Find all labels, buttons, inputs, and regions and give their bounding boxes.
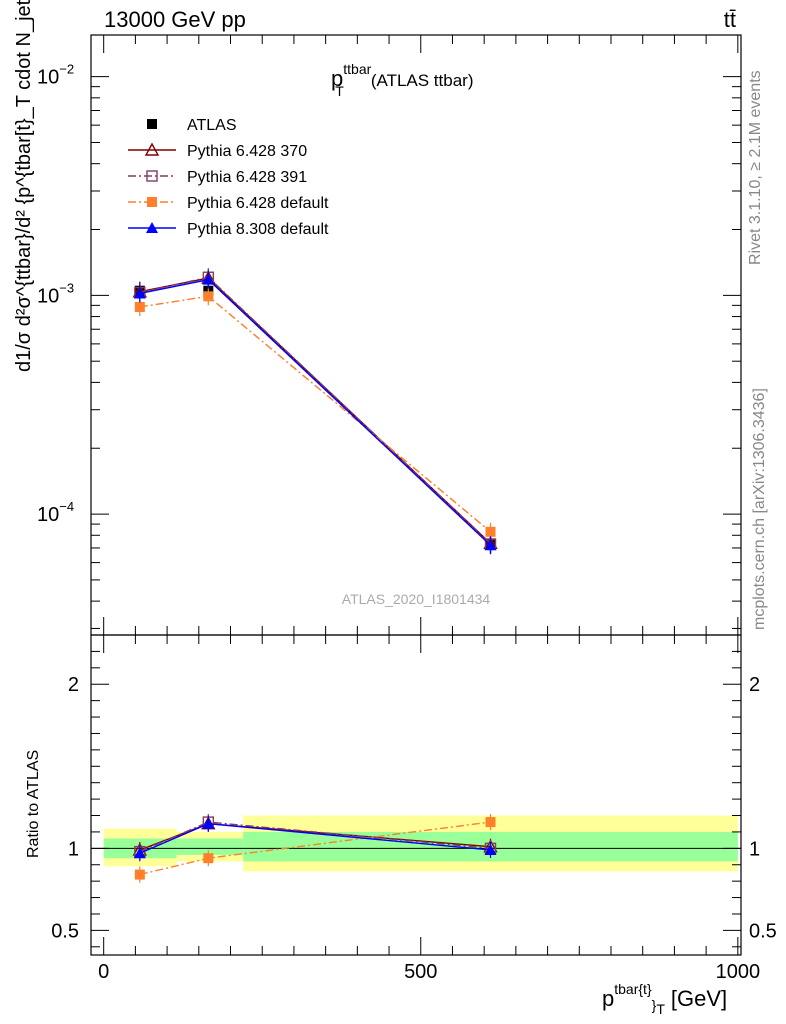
legend-label-p8: Pythia 8.308 default xyxy=(187,221,329,238)
ratio-series-layer xyxy=(132,814,498,883)
ratio-x-tick-label: 500 xyxy=(404,961,437,983)
series-line-p391 xyxy=(139,276,491,545)
ratio-y-tick-label-left: 2 xyxy=(68,674,79,696)
title-sup: ttbar xyxy=(343,61,371,77)
ratio-point-pdef xyxy=(485,817,496,828)
xlabel-p: p xyxy=(602,986,614,1011)
rivet-label: Rivet 3.1.10, ≥ 2.1M events xyxy=(747,70,764,265)
legend-marker-p8 xyxy=(146,222,158,233)
main-y-tick-labels: 10−410−310−2 xyxy=(37,62,74,526)
legend-label-p370: Pythia 6.428 370 xyxy=(187,143,307,160)
ratio-y-tick-labels: 0.5 0.5 1 1 2 2 xyxy=(51,674,777,942)
x-axis-label: ptbar{t}}T [GeV] xyxy=(602,981,727,1017)
legend-marker-atlas xyxy=(147,119,157,129)
ratio-x-tick-labels: 0 500 1000 xyxy=(98,961,760,983)
main-y-tick-exp: −2 xyxy=(59,62,74,77)
ratio-y-tick-label-right: 1 xyxy=(749,838,760,860)
main-y-axis-label: d1/σ d²σ^{ttbar}/d² {p^{tbar[t}_T cdot N… xyxy=(13,0,35,372)
main-y-tick-label: 10−3 xyxy=(37,280,74,307)
data-point-p8 xyxy=(133,287,146,299)
analysis-watermark: ATLAS_2020_I1801434 xyxy=(342,591,491,607)
ratio-x-tick-label: 1000 xyxy=(716,961,761,983)
ratio-y-tick-label-right: 0.5 xyxy=(749,920,777,942)
data-point-p8 xyxy=(484,539,497,551)
legend: ATLAS Pythia 6.428 370 Pythia 6.428 391 Pyt… xyxy=(128,117,329,238)
title-sub: T xyxy=(335,83,344,99)
ratio-y-tick-label-left: 1 xyxy=(68,838,79,860)
legend-entry-p8: Pythia 8.308 default xyxy=(128,221,329,238)
series-p370 xyxy=(132,269,498,553)
xlabel-sub2: T xyxy=(656,1001,665,1017)
ratio-axis-ticks xyxy=(91,635,741,955)
main-y-tick-base: 10 xyxy=(37,285,59,307)
legend-entry-pdef: Pythia 6.428 default xyxy=(128,195,329,212)
ratio-band-green xyxy=(176,838,244,855)
main-y-tick-base: 10 xyxy=(37,67,59,89)
legend-marker-pdef xyxy=(147,197,157,207)
main-series-layer xyxy=(132,268,498,555)
main-y-tick-exp: −4 xyxy=(59,499,74,514)
main-axis-ticks xyxy=(91,35,741,635)
ratio-y-tick-label-left: 0.5 xyxy=(51,920,79,942)
ratio-point-p8 xyxy=(133,847,146,859)
xlabel-sub: } xyxy=(652,997,657,1013)
ratio-series-pdef xyxy=(134,814,496,883)
legend-entry-atlas: ATLAS xyxy=(147,117,237,134)
series-atlas xyxy=(134,281,496,554)
legend-marker-p370 xyxy=(144,142,160,156)
ratio-series-p8 xyxy=(133,815,497,862)
ratio-point-p8 xyxy=(202,817,215,829)
data-point-pdef xyxy=(485,526,496,537)
ratio-frame xyxy=(90,634,742,956)
series-line-p370 xyxy=(139,277,491,544)
ratio-y-tick-label-right: 2 xyxy=(749,674,760,696)
main-y-tick-base: 10 xyxy=(37,504,59,526)
title-rest: (ATLAS ttbar) xyxy=(371,71,474,90)
series-pdef xyxy=(134,287,496,541)
ratio-line-p391 xyxy=(139,821,491,853)
mcplots-label: mcplots.cern.ch [arXiv:1306.3436] xyxy=(751,388,768,630)
legend-label-atlas: ATLAS xyxy=(187,117,237,134)
legend-entry-p370: Pythia 6.428 370 xyxy=(128,142,307,160)
ratio-point-pdef xyxy=(203,853,214,864)
ratio-y-axis-label: Ratio to ATLAS xyxy=(25,750,42,858)
title-p: p xyxy=(331,66,343,91)
header-left: 13000 GeV pp xyxy=(104,7,246,32)
legend-label-pdef: Pythia 6.428 default xyxy=(187,195,329,212)
legend-label-p391: Pythia 6.428 391 xyxy=(187,169,307,186)
legend-marker-p391 xyxy=(146,170,158,182)
ratio-panel: 0.5 0.5 1 1 2 2 0 500 1000 Ratio to ATLAS ptbar… xyxy=(25,634,777,1017)
data-point-pdef xyxy=(134,301,145,312)
main-panel: 10−410−310−2 pttbar T(ATLAS ttbar) ATLAS_… xyxy=(13,0,742,636)
series-line-p8 xyxy=(139,278,491,546)
main-title: pttbar T (ATLAS ttbar) xyxy=(331,61,473,99)
xlabel-sup: tbar{t} xyxy=(614,981,652,997)
main-y-tick-label: 10−4 xyxy=(37,499,74,526)
ratio-point-pdef xyxy=(134,869,145,880)
legend-entry-p391: Pythia 6.428 391 xyxy=(128,169,307,186)
data-point-pdef xyxy=(203,291,214,302)
header-right: tt̄ xyxy=(724,7,736,32)
ratio-point-p8 xyxy=(484,843,497,855)
main-y-tick-exp: −3 xyxy=(59,280,74,295)
xlabel-rest: [GeV] xyxy=(671,986,727,1011)
main-y-tick-label: 10−2 xyxy=(37,62,74,89)
series-p391 xyxy=(134,268,497,553)
ratio-x-tick-label: 0 xyxy=(98,961,109,983)
series-p8 xyxy=(133,270,497,555)
data-point-p8 xyxy=(202,273,215,285)
